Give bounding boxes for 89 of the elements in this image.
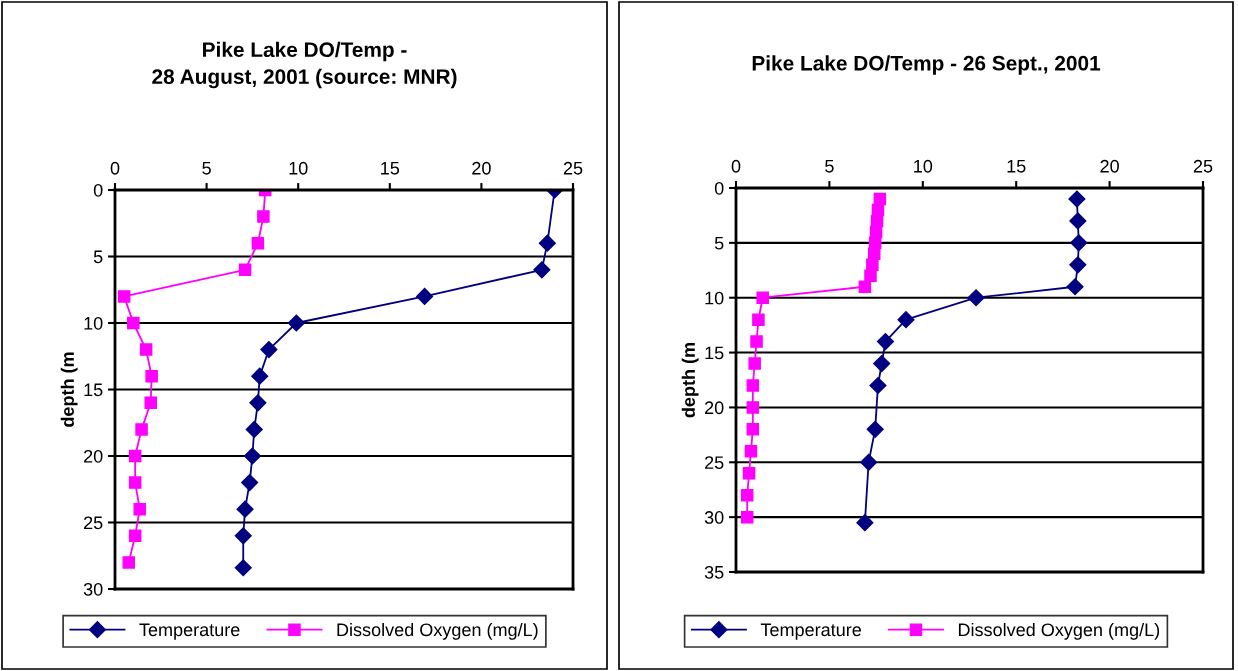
point (122, 556, 135, 569)
legend-label: Dissolved Oxygen (mg/L) (337, 622, 538, 640)
y-tick-label: 20 (705, 401, 724, 415)
x-tick-label: 10 (289, 161, 308, 175)
point (234, 527, 252, 545)
x-tick-label: 5 (825, 160, 834, 173)
chart-title: Pike Lake DO/Temp - 28 August, 2001 (source: MNR) (152, 41, 457, 89)
x-tick-label: 25 (563, 161, 583, 175)
y-tick-label: 15 (705, 346, 724, 360)
point (538, 234, 556, 252)
x-tick-label: 15 (1007, 160, 1026, 173)
y-tick-label: 10 (705, 291, 724, 305)
x-tick-label: 25 (1193, 159, 1213, 173)
x-tick-label: 15 (381, 162, 400, 175)
y-tick-label: 25 (84, 516, 103, 530)
x-tick-label: 20 (1100, 159, 1119, 173)
point (251, 367, 269, 385)
point (287, 314, 305, 332)
point (416, 287, 434, 305)
point (243, 447, 261, 465)
y-tick-label: 5 (714, 236, 724, 250)
y-tick-label: 30 (704, 511, 724, 524)
y-tick-label: 0 (93, 183, 103, 197)
point (876, 333, 894, 351)
point (864, 269, 877, 283)
point (1069, 212, 1087, 230)
point (1066, 278, 1084, 296)
point (1068, 190, 1086, 208)
point (241, 474, 259, 492)
point (128, 476, 142, 489)
y-tick-label: 30 (83, 582, 103, 596)
point (238, 263, 252, 277)
point (251, 236, 265, 250)
point (752, 313, 765, 326)
point (750, 335, 763, 348)
point (145, 369, 158, 383)
y-axis-title: depth (m (60, 352, 78, 427)
point (748, 357, 761, 370)
point (257, 210, 270, 223)
point (740, 510, 754, 524)
point (533, 261, 551, 279)
chart-title: Pike Lake DO/Temp - 26 Sept., 2001 (752, 55, 1101, 75)
point (860, 453, 878, 471)
y-tick-label: 35 (704, 565, 724, 579)
point (740, 488, 754, 502)
point (127, 316, 140, 330)
y-tick-label: 20 (84, 449, 103, 463)
x-tick-label: 0 (110, 161, 120, 175)
point (133, 502, 146, 516)
point (742, 467, 756, 480)
y-tick-label: 0 (714, 181, 724, 195)
point (869, 376, 887, 395)
point (744, 445, 758, 458)
point (866, 420, 884, 438)
x-tick-label: 0 (731, 159, 741, 173)
point (234, 559, 252, 577)
x-tick-label: 5 (202, 162, 211, 175)
y-tick-label: 10 (84, 316, 103, 330)
point (1069, 256, 1087, 274)
point (135, 423, 148, 436)
x-tick-label: 20 (472, 161, 491, 175)
legend-label: Temperature (139, 623, 240, 640)
point (117, 290, 131, 303)
point (139, 343, 153, 356)
point (236, 500, 254, 518)
point (128, 449, 142, 463)
point (897, 311, 915, 329)
point (1070, 234, 1088, 252)
point (260, 341, 278, 359)
point (249, 394, 267, 412)
y-tick-label: 25 (705, 456, 724, 470)
point (873, 354, 891, 373)
point (746, 401, 760, 414)
x-tick-label: 10 (914, 159, 933, 173)
point (128, 529, 142, 543)
legend-label: Temperature (760, 623, 861, 640)
y-tick-label: 5 (93, 250, 103, 264)
point (856, 514, 874, 532)
point (245, 420, 263, 438)
legend-label: Dissolved Oxygen (mg/L) (958, 622, 1160, 640)
point (144, 396, 157, 410)
point (858, 280, 872, 293)
y-axis-title: depth (m (681, 343, 699, 418)
point (967, 289, 985, 307)
y-tick-label: 15 (84, 383, 103, 397)
point (756, 291, 769, 304)
point (866, 258, 879, 272)
point (746, 423, 760, 436)
point (746, 379, 760, 392)
